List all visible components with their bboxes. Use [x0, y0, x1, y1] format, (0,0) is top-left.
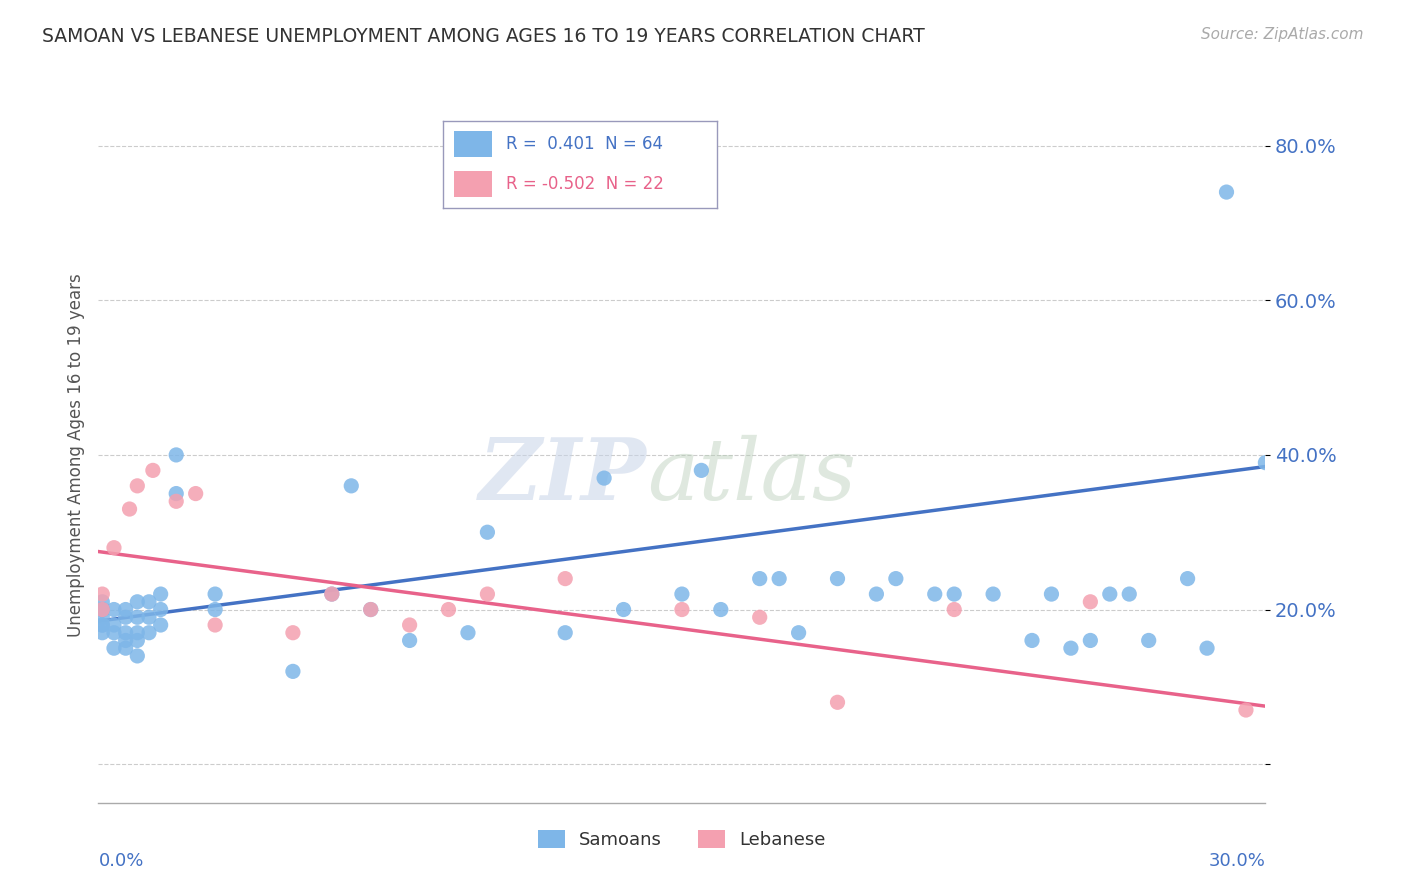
Point — [103, 602, 125, 616]
Point — [114, 610, 136, 624]
Point — [91, 602, 114, 616]
Point — [127, 648, 149, 663]
Point — [1021, 633, 1043, 648]
Point — [114, 602, 136, 616]
Point — [149, 618, 172, 632]
Point — [710, 602, 733, 616]
Point — [437, 602, 460, 616]
Point — [787, 625, 810, 640]
Point — [91, 625, 114, 640]
Point — [149, 602, 172, 616]
Point — [554, 625, 576, 640]
Point — [103, 641, 125, 656]
Point — [91, 602, 114, 616]
Point — [1080, 633, 1102, 648]
Point — [477, 587, 499, 601]
Point — [127, 479, 149, 493]
Point — [340, 479, 363, 493]
Point — [671, 602, 693, 616]
Point — [281, 625, 304, 640]
Point — [1177, 572, 1199, 586]
Point — [1040, 587, 1063, 601]
Point — [1137, 633, 1160, 648]
Point — [165, 494, 187, 508]
Point — [1254, 456, 1277, 470]
Point — [1098, 587, 1121, 601]
Point — [127, 633, 149, 648]
Point — [1080, 595, 1102, 609]
Point — [398, 618, 420, 632]
Point — [103, 625, 125, 640]
Point — [613, 602, 636, 616]
Text: ZIP: ZIP — [479, 434, 647, 517]
Point — [924, 587, 946, 601]
Point — [768, 572, 790, 586]
Point — [138, 610, 160, 624]
Point — [827, 572, 849, 586]
Point — [884, 572, 907, 586]
Point — [114, 641, 136, 656]
Point — [91, 610, 114, 624]
Point — [91, 602, 114, 616]
Point — [593, 471, 616, 485]
Point — [360, 602, 382, 616]
Point — [321, 587, 343, 601]
Text: SAMOAN VS LEBANESE UNEMPLOYMENT AMONG AGES 16 TO 19 YEARS CORRELATION CHART: SAMOAN VS LEBANESE UNEMPLOYMENT AMONG AG… — [42, 27, 925, 45]
Point — [118, 502, 141, 516]
Point — [321, 587, 343, 601]
Text: Source: ZipAtlas.com: Source: ZipAtlas.com — [1201, 27, 1364, 42]
Point — [1215, 185, 1237, 199]
Point — [360, 602, 382, 616]
Point — [127, 625, 149, 640]
Y-axis label: Unemployment Among Ages 16 to 19 years: Unemployment Among Ages 16 to 19 years — [66, 273, 84, 637]
Point — [1060, 641, 1083, 656]
Point — [103, 541, 125, 555]
Point — [204, 602, 226, 616]
Point — [457, 625, 479, 640]
Point — [204, 587, 226, 601]
Point — [184, 486, 207, 500]
Point — [554, 572, 576, 586]
Text: 30.0%: 30.0% — [1209, 852, 1265, 870]
Point — [943, 587, 966, 601]
Point — [827, 695, 849, 709]
Point — [204, 618, 226, 632]
Point — [138, 625, 160, 640]
Point — [281, 665, 304, 679]
Point — [127, 610, 149, 624]
Point — [748, 572, 770, 586]
Point — [91, 587, 114, 601]
Point — [690, 463, 713, 477]
Point — [748, 610, 770, 624]
Legend: Samoans, Lebanese: Samoans, Lebanese — [530, 822, 834, 856]
Text: 0.0%: 0.0% — [98, 852, 143, 870]
Point — [127, 595, 149, 609]
Point — [138, 595, 160, 609]
Point — [91, 618, 114, 632]
Point — [91, 618, 114, 632]
Point — [1195, 641, 1218, 656]
Point — [1118, 587, 1140, 601]
Point — [981, 587, 1004, 601]
Point — [165, 448, 187, 462]
Point — [1234, 703, 1257, 717]
Point — [114, 625, 136, 640]
Point — [165, 486, 187, 500]
Point — [865, 587, 887, 601]
Point — [91, 595, 114, 609]
Point — [943, 602, 966, 616]
Point — [671, 587, 693, 601]
Point — [149, 587, 172, 601]
Text: atlas: atlas — [647, 434, 856, 517]
Point — [103, 618, 125, 632]
Point — [142, 463, 165, 477]
Point — [398, 633, 420, 648]
Point — [477, 525, 499, 540]
Point — [114, 633, 136, 648]
